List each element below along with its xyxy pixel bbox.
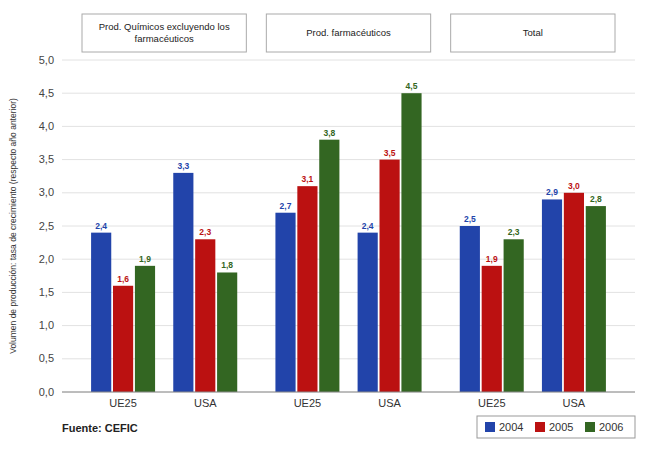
legend-frame (477, 416, 635, 438)
data-label: 2,5 (464, 214, 476, 224)
section-box (82, 14, 246, 52)
bar (319, 140, 339, 392)
legend-label: 2006 (599, 421, 623, 433)
legend: 2004 2005 2006 (477, 416, 635, 438)
bar (275, 213, 295, 392)
y-axis: 0,0 0,5 1,0 1,5 2,0 2,5 3,0 3,5 4,0 4,5 5,0 (39, 54, 54, 398)
data-label: 2,3 (508, 227, 520, 237)
y-axis-label: Volumen de producción: tasa de crecimien… (8, 98, 18, 354)
y-tick-label: 1,0 (39, 319, 54, 331)
bar (380, 160, 400, 392)
y-tick-label: 0,0 (39, 386, 54, 398)
grid (62, 60, 635, 392)
x-tick-label: USA (563, 397, 586, 409)
y-tick-label: 3,5 (39, 153, 54, 165)
section-title: Prod. Químicos excluyendo losfarmacéutic… (99, 21, 230, 44)
legend-label: 2004 (499, 421, 523, 433)
bars (91, 93, 606, 392)
y-tick-label: 1,5 (39, 286, 54, 298)
x-tick-label: USA (378, 397, 401, 409)
bar (586, 206, 606, 392)
x-tick-label: UE25 (294, 397, 322, 409)
section-title-line: Prod. farmacéuticos (306, 27, 391, 38)
x-axis: UE25 USA UE25 USA UE25 USA (62, 392, 635, 409)
bar (113, 286, 133, 392)
y-tick-label: 3,0 (39, 186, 54, 198)
x-tick-label: UE25 (478, 397, 506, 409)
section-title-line: farmacéuticos (135, 33, 194, 44)
y-tick-label: 2,0 (39, 253, 54, 265)
data-label: 2,9 (546, 187, 558, 197)
y-tick-label: 0,5 (39, 352, 54, 364)
data-label: 3,0 (568, 181, 580, 191)
y-tick-label: 2,5 (39, 220, 54, 232)
section-title: Prod. farmacéuticos (306, 27, 391, 38)
grid-line (62, 392, 635, 393)
section-box (266, 14, 430, 52)
grid-line (62, 93, 635, 94)
section-title: Total (523, 27, 543, 38)
data-label: 3,3 (177, 161, 189, 171)
x-tick-label: USA (194, 397, 217, 409)
data-label: 2,4 (362, 221, 374, 231)
data-label: 2,3 (199, 227, 211, 237)
bar (542, 199, 562, 392)
section-title-line: Prod. Químicos excluyendo los (99, 21, 230, 32)
section-box (451, 14, 615, 52)
data-label: 2,7 (280, 201, 292, 211)
chart: 0,0 0,5 1,0 1,5 2,0 2,5 3,0 3,5 4,0 4,5 5,0 Volumen… (0, 0, 650, 459)
bar (297, 186, 317, 392)
bar (401, 93, 421, 392)
legend-swatch (535, 422, 545, 432)
y-tick-label: 4,5 (39, 87, 54, 99)
bar (135, 266, 155, 392)
bar (217, 272, 237, 392)
bar (195, 239, 215, 392)
sections: Prod. Químicos excluyendo losfarmacéutic… (82, 14, 615, 52)
x-tick-label: UE25 (109, 397, 137, 409)
data-label: 3,8 (323, 128, 335, 138)
grid-line (62, 126, 635, 127)
legend-swatch (485, 422, 495, 432)
data-label: 2,4 (95, 221, 107, 231)
legend-swatch (585, 422, 595, 432)
data-labels: 2,4 3,3 2,7 2,4 2,5 2,9 1,6 2,3 3,1 3,5 1,9 3,0 1,9 1… (95, 81, 602, 284)
data-label: 1,9 (139, 254, 151, 264)
grid-line (62, 60, 635, 61)
data-label: 2,8 (590, 194, 602, 204)
bar (564, 193, 584, 392)
bar (504, 239, 524, 392)
data-label: 1,8 (221, 260, 233, 270)
data-label: 1,9 (486, 254, 498, 264)
data-label: 3,5 (384, 148, 396, 158)
bar (482, 266, 502, 392)
data-label: 3,1 (302, 174, 314, 184)
y-tick-label: 4,0 (39, 120, 54, 132)
data-label: 1,6 (117, 274, 129, 284)
data-label: 4,5 (406, 81, 418, 91)
section-title-line: Total (523, 27, 543, 38)
x-axis-line (62, 392, 635, 393)
bar (173, 173, 193, 392)
grid-line (62, 159, 635, 160)
source: Fuente: CEFIC (62, 422, 138, 434)
legend-label: 2005 (549, 421, 573, 433)
bar (358, 233, 378, 392)
bar (91, 233, 111, 392)
bar (460, 226, 480, 392)
y-tick-label: 5,0 (39, 54, 54, 66)
